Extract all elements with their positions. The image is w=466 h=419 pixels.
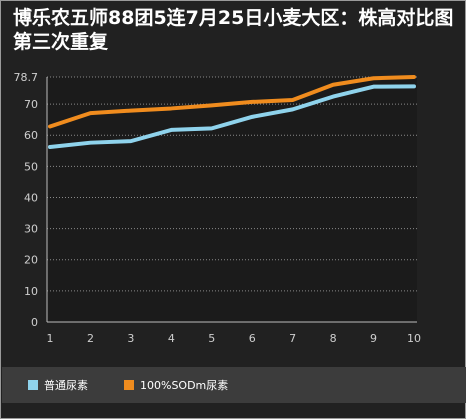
data-point-series-2 [169,106,173,110]
data-point-series-2 [48,124,52,128]
data-point-series-1 [250,115,254,119]
data-point-series-2 [210,103,214,107]
x-tick-label: 6 [249,332,256,345]
legend-swatch-series-1 [28,380,38,390]
data-point-series-1 [412,84,416,88]
data-point-series-2 [250,100,254,104]
chart-title: 博乐农五师88团5连7月25日小麦大区：株高对比图第三次重复 [13,7,454,53]
data-point-series-1 [372,85,376,89]
y-tick-label: 20 [24,254,38,267]
series-line-1 [48,84,416,150]
y-tick-label: 30 [24,223,38,236]
x-tick-label: 2 [87,332,94,345]
x-tick-label: 4 [168,332,175,345]
legend-label-series-1: 普通尿素 [44,379,88,392]
x-tick-label: 7 [289,332,296,345]
x-tick-label: 8 [330,332,337,345]
legend-item-series-2: 100%SODm尿素 [124,378,228,392]
data-point-series-2 [412,75,416,79]
series-line-2 [48,75,416,129]
data-point-series-1 [48,145,52,149]
legend: 普通尿素 100%SODm尿素 [2,367,466,403]
data-point-series-2 [129,109,133,113]
y-tick-label: 78.7 [14,71,39,84]
legend-item-series-1: 普通尿素 [28,378,88,392]
legend-label-series-2: 100%SODm尿素 [140,379,229,392]
line-chart: 0 10 20 30 40 50 60 70 78.7 1 2 3 4 5 6 7 8 9 10 [14,71,422,345]
y-tick-label: 0 [31,316,38,329]
y-tick-label: 70 [24,98,38,111]
data-point-series-1 [291,107,295,111]
x-tick-label: 9 [370,332,377,345]
data-point-series-2 [372,76,376,80]
data-point-series-1 [331,95,335,99]
y-tick-label: 60 [24,129,38,142]
x-tick-label: 1 [47,332,54,345]
data-point-series-2 [331,83,335,87]
x-tick-label: 5 [208,332,215,345]
data-point-series-2 [291,98,295,102]
x-tick-label: 10 [407,332,421,345]
data-point-series-2 [88,111,92,115]
data-point-series-1 [210,126,214,130]
data-point-series-1 [129,139,133,143]
plot-area [47,77,417,322]
x-tick-label: 3 [127,332,134,345]
y-tick-label: 10 [24,285,38,298]
y-tick-label: 40 [24,191,38,204]
data-point-series-1 [169,128,173,132]
legend-swatch-series-2 [124,380,134,390]
y-tick-label: 50 [24,160,38,173]
data-point-series-1 [88,141,92,145]
